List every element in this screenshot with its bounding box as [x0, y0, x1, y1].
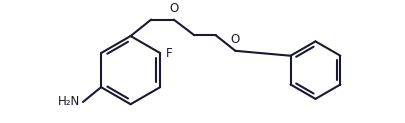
- Text: O: O: [169, 2, 178, 15]
- Text: H₂N: H₂N: [58, 95, 80, 108]
- Text: O: O: [231, 33, 240, 46]
- Text: F: F: [166, 47, 173, 60]
